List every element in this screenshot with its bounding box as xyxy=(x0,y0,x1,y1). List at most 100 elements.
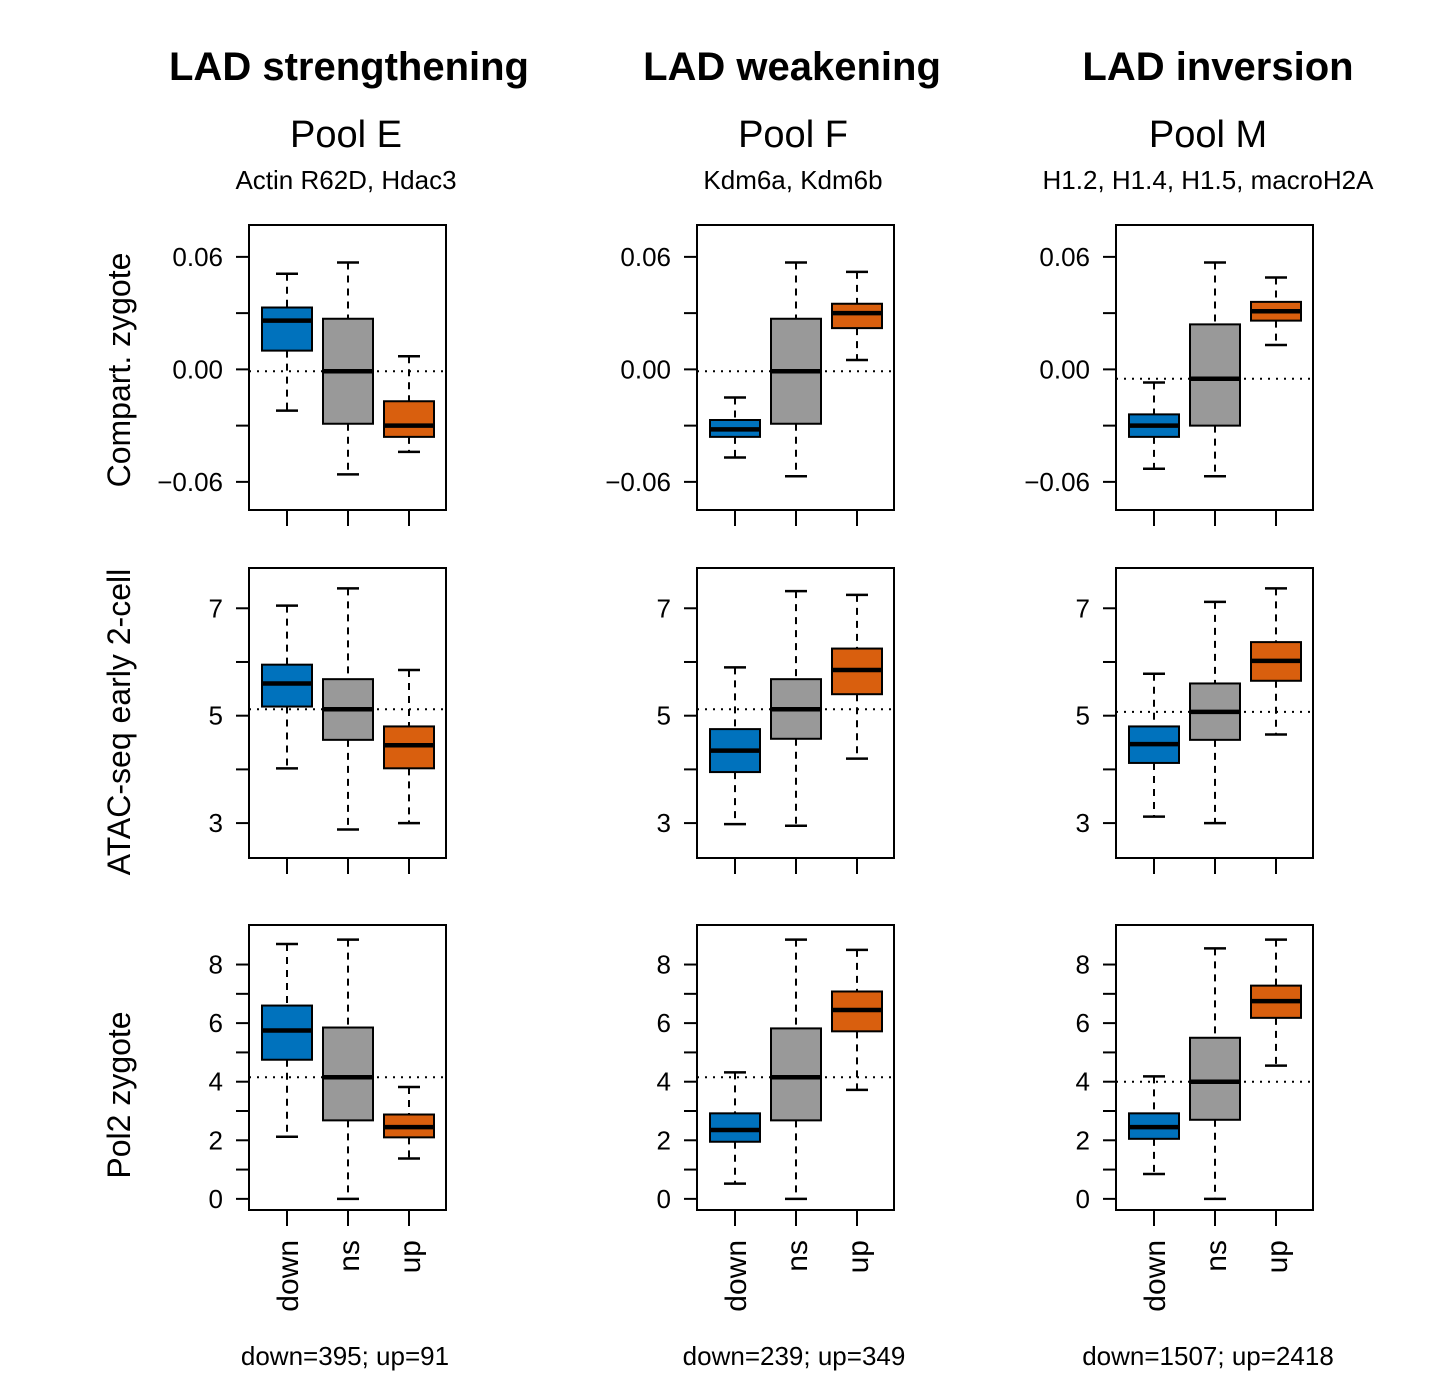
panel-r3-c2: 8 6 4 2 0 down ns up xyxy=(657,924,895,1312)
y-tick-label: 0.06 xyxy=(620,242,671,272)
box-up xyxy=(1250,276,1302,347)
y-tick-label: 5 xyxy=(657,701,671,731)
pool-title-3: Pool M xyxy=(1149,114,1267,156)
category-label-ns: ns xyxy=(781,1240,814,1272)
y-tick-label: −0.06 xyxy=(157,467,223,497)
y-tick-label: 7 xyxy=(209,593,223,623)
genes-subtitle-3: H1.2, H1.4, H1.5, macroH2A xyxy=(1043,165,1375,195)
y-tick-label: 5 xyxy=(1076,701,1090,731)
box-down xyxy=(261,942,313,1139)
box-up xyxy=(383,668,435,825)
panel-r3-c3: 8 6 4 2 0 down ns up xyxy=(1076,924,1314,1312)
box-ns xyxy=(1189,600,1241,825)
y-tick-label: 2 xyxy=(1076,1125,1090,1155)
panel-r1-c1: 0.06 0.00 −0.06 xyxy=(157,224,447,526)
box-down xyxy=(261,604,313,770)
box-up xyxy=(831,270,883,362)
category-label-down: down xyxy=(272,1240,305,1312)
count-footnote-3: down=1507; up=2418 xyxy=(1082,1341,1334,1371)
box-ns xyxy=(770,261,822,478)
y-tick-label: 0 xyxy=(657,1184,671,1214)
count-footnote-1: down=395; up=91 xyxy=(241,1341,449,1371)
box-down xyxy=(709,1071,761,1185)
y-tick-label: 0.00 xyxy=(620,354,671,384)
box-ns xyxy=(770,938,822,1201)
box-up xyxy=(383,1085,435,1160)
y-tick-label: 6 xyxy=(209,1008,223,1038)
box-up xyxy=(831,593,883,760)
category-label-down: down xyxy=(720,1240,753,1312)
column-title-3: LAD inversion xyxy=(1082,45,1353,89)
y-tick-label: 4 xyxy=(209,1067,223,1097)
y-tick-label: 7 xyxy=(657,593,671,623)
iqr-box xyxy=(322,1026,374,1122)
y-tick-label: 0.00 xyxy=(1039,354,1090,384)
y-tick-label: −0.06 xyxy=(1024,467,1090,497)
category-label-up: up xyxy=(394,1240,427,1273)
category-label-ns: ns xyxy=(333,1240,366,1272)
box-ns xyxy=(1189,947,1241,1201)
y-tick-label: 6 xyxy=(657,1008,671,1038)
box-down xyxy=(1128,672,1180,818)
pool-title-2: Pool F xyxy=(738,114,848,156)
iqr-box xyxy=(770,1027,822,1122)
box-down xyxy=(1128,1075,1180,1176)
y-tick-label: 4 xyxy=(1076,1067,1090,1097)
y-tick-label: 0 xyxy=(1076,1184,1090,1214)
row-label-atac-seq: ATAC-seq early 2-cell xyxy=(101,569,137,875)
iqr-box xyxy=(261,306,313,352)
box-ns xyxy=(322,261,374,476)
y-tick-label: −0.06 xyxy=(605,467,671,497)
iqr-box xyxy=(1189,1036,1241,1121)
y-tick-label: 3 xyxy=(209,808,223,838)
y-tick-label: 3 xyxy=(657,808,671,838)
category-label-down: down xyxy=(1139,1240,1172,1312)
box-ns xyxy=(322,938,374,1201)
y-tick-label: 0.06 xyxy=(1039,242,1090,272)
category-label-ns: ns xyxy=(1200,1240,1233,1272)
box-down xyxy=(1128,381,1180,470)
panel-r2-c1: 7 5 3 xyxy=(209,567,447,874)
row-label-compart-zygote: Compart. zygote xyxy=(101,253,137,488)
y-tick-label: 8 xyxy=(657,950,671,980)
box-up xyxy=(383,355,435,454)
panel-grid: 0.06 0.00 −0.06 0.06 0.00 −0.06 0.06 0.00 −0.06 7… xyxy=(157,224,1314,1312)
y-tick-label: 2 xyxy=(657,1125,671,1155)
box-down xyxy=(709,666,761,826)
box-ns xyxy=(770,589,822,828)
pool-title-1: Pool E xyxy=(290,114,402,156)
row-label-pol2-zygote: Pol2 zygote xyxy=(101,1011,137,1178)
box-down xyxy=(261,272,313,412)
column-title-2: LAD weakening xyxy=(643,45,941,89)
box-ns xyxy=(1189,261,1241,478)
y-tick-label: 8 xyxy=(1076,950,1090,980)
genes-subtitle-1: Actin R62D, Hdac3 xyxy=(235,165,456,195)
box-ns xyxy=(322,587,374,831)
count-footnote-2: down=239; up=349 xyxy=(683,1341,906,1371)
panel-r1-c2: 0.06 0.00 −0.06 xyxy=(605,224,895,526)
y-tick-label: 2 xyxy=(209,1125,223,1155)
panel-r2-c2: 7 5 3 xyxy=(657,567,895,874)
category-label-up: up xyxy=(842,1240,875,1273)
category-label-up: up xyxy=(1261,1240,1294,1273)
box-up xyxy=(1250,938,1302,1067)
box-up xyxy=(1250,587,1302,736)
y-tick-label: 6 xyxy=(1076,1008,1090,1038)
box-up xyxy=(831,948,883,1092)
y-tick-label: 3 xyxy=(1076,808,1090,838)
iqr-box xyxy=(831,302,883,330)
iqr-box xyxy=(709,1112,761,1143)
iqr-box xyxy=(1189,323,1241,427)
y-tick-label: 7 xyxy=(1076,593,1090,623)
panel-r3-c1: 8 6 4 2 0 down ns up xyxy=(209,924,447,1312)
y-tick-label: 4 xyxy=(657,1067,671,1097)
panel-r1-c3: 0.06 0.00 −0.06 xyxy=(1024,224,1314,526)
column-title-1: LAD strengthening xyxy=(169,45,529,89)
y-tick-label: 0.06 xyxy=(172,242,223,272)
y-tick-label: 8 xyxy=(209,950,223,980)
y-tick-label: 0.00 xyxy=(172,354,223,384)
y-tick-label: 0 xyxy=(209,1184,223,1214)
iqr-box xyxy=(383,400,435,438)
y-tick-label: 5 xyxy=(209,701,223,731)
